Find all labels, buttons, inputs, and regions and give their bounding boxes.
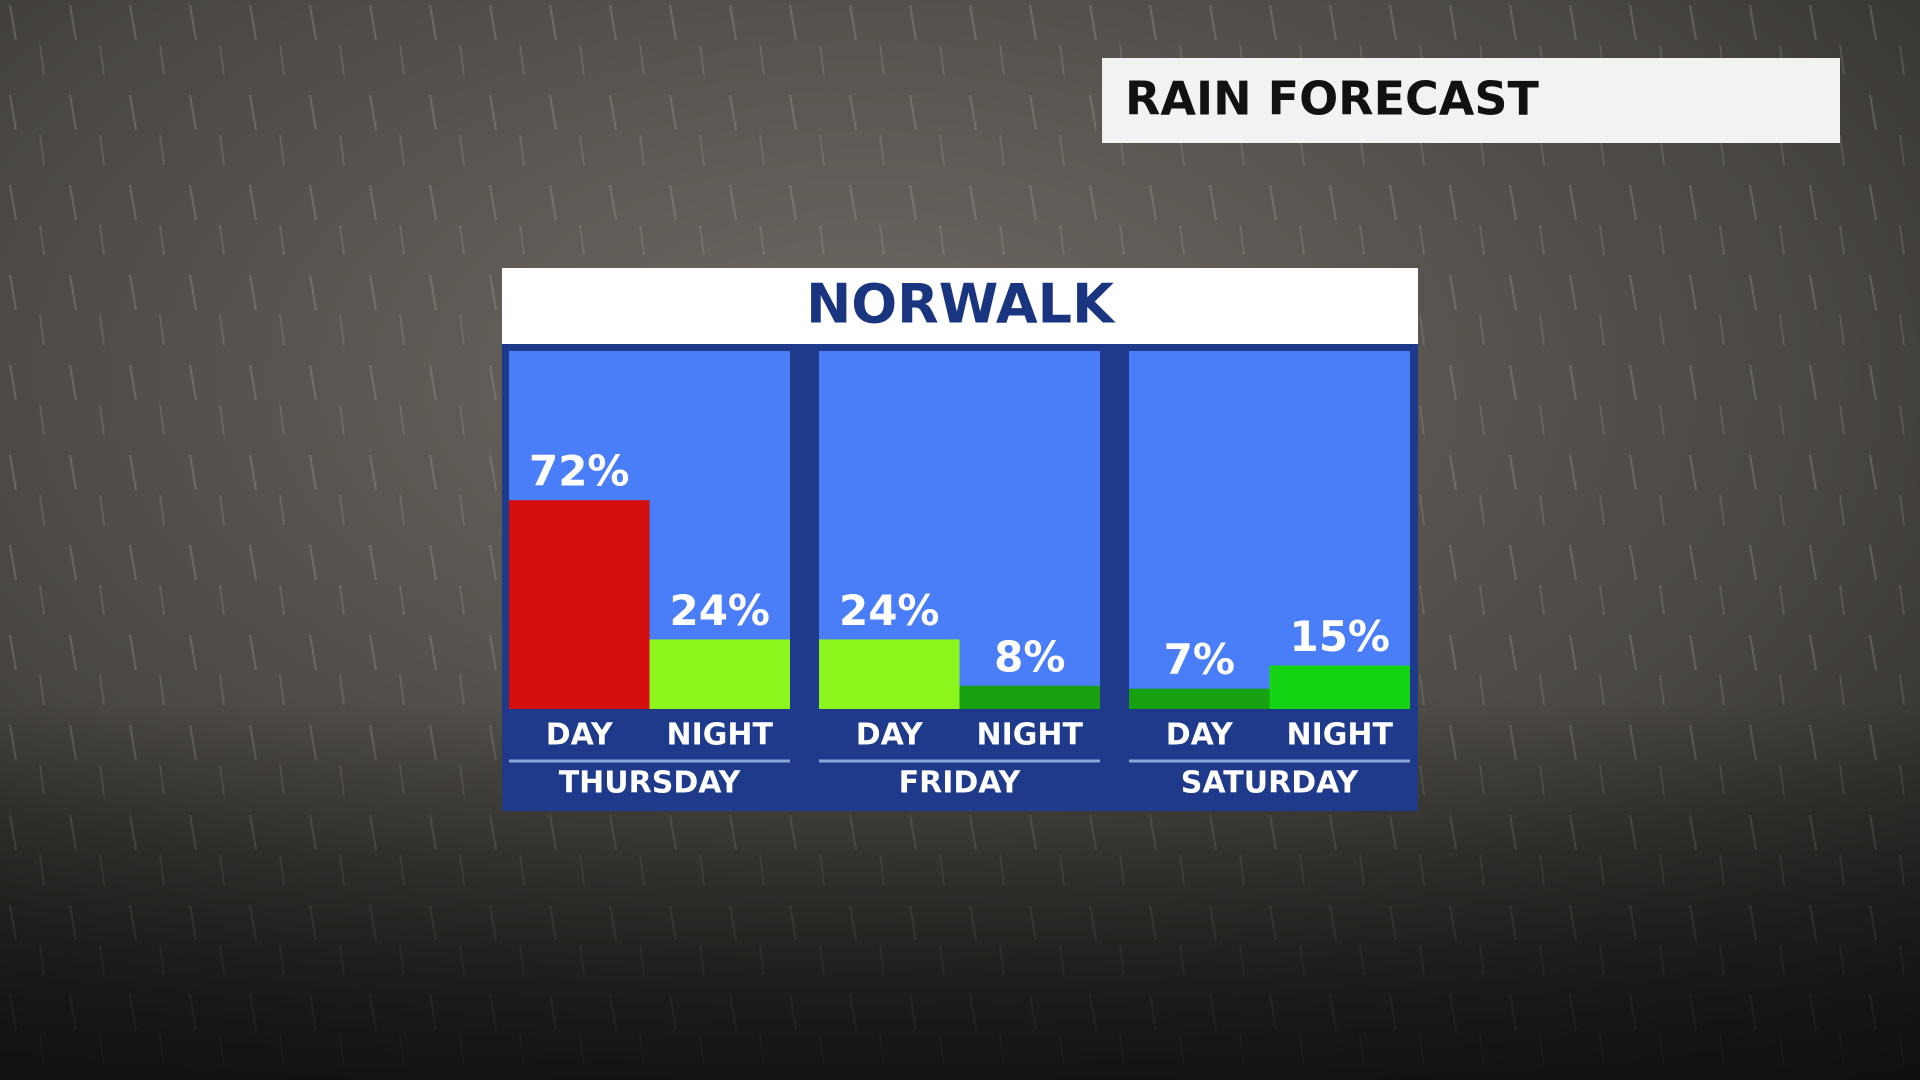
chart-title-box — [502, 268, 1418, 344]
chart-title: NORWALK — [806, 273, 1116, 336]
value-label: 8% — [994, 632, 1065, 681]
category-label: DAY — [856, 718, 924, 753]
bar — [1269, 665, 1410, 709]
group-label: THURSDAY — [559, 766, 742, 801]
label-band — [509, 709, 790, 807]
bar — [819, 639, 960, 709]
category-label: DAY — [546, 718, 614, 753]
bar — [649, 639, 790, 709]
bar — [509, 500, 650, 709]
header-box — [1102, 58, 1840, 143]
group-panel — [1129, 351, 1410, 709]
value-label: 24% — [839, 586, 940, 635]
category-label: DAY — [1166, 718, 1234, 753]
category-label: NIGHT — [1287, 718, 1394, 753]
chart-groups: 72% DAY 24% NIGHT THURSDAY 24% DAY 8% NIGHT FRIDA… — [509, 351, 1410, 807]
value-label: 24% — [669, 586, 770, 635]
label-band — [1129, 709, 1410, 807]
label-band — [819, 709, 1100, 807]
header-title: RAIN FORECAST — [1125, 72, 1540, 126]
bar — [1129, 688, 1270, 709]
value-label: 7% — [1164, 635, 1235, 684]
bar — [959, 685, 1100, 709]
value-label: 72% — [529, 447, 630, 496]
group-label: FRIDAY — [899, 766, 1022, 801]
category-label: NIGHT — [667, 718, 774, 753]
group-label: SATURDAY — [1181, 766, 1360, 801]
category-label: NIGHT — [977, 718, 1084, 753]
value-label: 15% — [1289, 612, 1390, 661]
